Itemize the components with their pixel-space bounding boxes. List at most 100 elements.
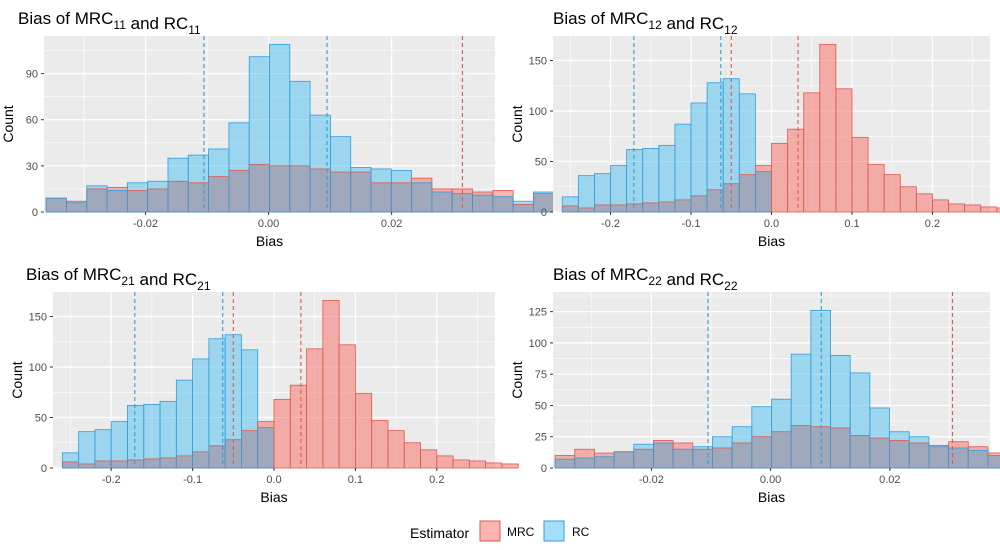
overlap-bar: [732, 442, 752, 468]
overlap-bar: [241, 430, 258, 468]
overlap-bar: [909, 442, 929, 468]
mrc-bar: [574, 449, 595, 458]
mrc-bar: [771, 143, 788, 212]
y-tick-label: 100: [529, 338, 547, 350]
x-tick-label: -0.02: [133, 218, 158, 230]
y-tick-label: 25: [535, 432, 547, 444]
overlap-bar: [452, 193, 473, 212]
mrc-bar: [996, 207, 1000, 212]
rc-bar: [692, 446, 713, 450]
overlap-bar: [249, 164, 270, 212]
legend: Estimator MRC RC: [410, 520, 590, 542]
overlap-bar: [658, 201, 675, 212]
mrc-bar: [107, 187, 128, 191]
rc-bar: [143, 404, 161, 459]
bars: [61, 299, 519, 469]
mrc-bar: [387, 430, 405, 468]
rc-bar: [610, 165, 627, 205]
rc-bar: [330, 136, 351, 173]
x-tick-label: -0.2: [102, 474, 121, 486]
rc-bar: [127, 405, 144, 460]
mrc-bar: [868, 164, 885, 212]
overlap-bar: [712, 447, 733, 468]
legend-label-rc: RC: [572, 525, 590, 539]
mrc-bar-outline: [501, 463, 519, 469]
overlap-bar: [928, 446, 949, 468]
panel-title: Bias of MRC12 and RC12: [553, 9, 738, 37]
rc-bar: [633, 444, 654, 450]
overlap-bar: [673, 449, 693, 468]
panel-3: -0.2 -0.1 0.0 0.1 0.2 0 50 100 150 Bias Count Bias …: [9, 265, 519, 505]
overlap-bar: [642, 202, 659, 212]
x-tick-label: 0.00: [760, 474, 781, 486]
y-axis-title: Count: [9, 361, 25, 398]
rc-bar: [208, 338, 226, 446]
y-tick-label: 150: [529, 56, 547, 68]
overlap-bar: [330, 172, 351, 212]
rc-bar: [751, 406, 772, 437]
rc-bar: [869, 407, 890, 438]
mrc-bar: [819, 44, 836, 212]
legend-label-mrc: MRC: [507, 525, 535, 539]
overlap-bar: [633, 449, 654, 468]
rc-bar: [350, 167, 372, 173]
mrc-bar-outline: [996, 207, 1000, 213]
overlap-bar: [371, 182, 392, 212]
rc-bar: [62, 452, 79, 462]
x-tick-label: 0.0: [266, 474, 281, 486]
mrc-bar: [501, 463, 519, 468]
panel-title: Bias of MRC22 and RC22: [553, 265, 738, 293]
rc-bar: [850, 372, 870, 436]
overlap-bar: [192, 451, 209, 468]
overlap-bar: [513, 204, 534, 212]
mrc-bar: [257, 421, 274, 428]
rc-bar: [127, 182, 148, 191]
x-axis-title: Bias: [758, 489, 785, 505]
overlap-bar: [869, 437, 890, 468]
mrc-bar: [916, 193, 933, 212]
overlap-bar: [948, 447, 969, 468]
rc-bar: [533, 192, 554, 194]
overlap-bar: [555, 459, 575, 468]
rc-bar-outline: [738, 93, 756, 213]
rc-bar: [732, 426, 752, 443]
overlap-bar: [46, 198, 67, 212]
mrc-bar: [404, 442, 421, 468]
x-tick-label: 0.1: [844, 218, 859, 230]
overlap-bar: [771, 431, 792, 468]
y-tick-label: 90: [26, 69, 38, 81]
x-tick-label: 0.1: [348, 474, 363, 486]
rc-bar: [723, 78, 740, 184]
y-tick-label: 0: [32, 207, 38, 219]
x-tick-label: -0.2: [601, 218, 620, 230]
rc-bar: [674, 124, 692, 200]
rc-bar: [289, 81, 311, 166]
mrc-bar: [411, 178, 432, 183]
mrc-bar: [436, 455, 454, 468]
rc-bar: [642, 148, 659, 203]
overlap-bar: [614, 451, 634, 468]
rc-bar-outline: [241, 349, 259, 469]
mrc-bar: [485, 462, 502, 468]
overlap-bar: [562, 205, 579, 212]
mrc-bar: [469, 460, 486, 468]
mrc-bar: [987, 452, 1000, 456]
rc-bar: [391, 170, 412, 183]
x-tick-label: -0.1: [682, 218, 701, 230]
y-axis-title: Count: [509, 105, 525, 142]
y-tick-label: 50: [35, 413, 47, 425]
overlap-bar: [176, 455, 193, 468]
mrc-bar: [968, 446, 988, 451]
overlap-bar: [610, 204, 627, 212]
rc-bar: [791, 354, 811, 426]
mrc-bar: [803, 92, 820, 212]
rc-bar: [78, 431, 95, 464]
rc-bar: [147, 181, 168, 189]
overlap-bar: [167, 181, 189, 212]
overlap-bar: [310, 168, 331, 212]
overlap-bar: [350, 172, 372, 212]
rc-bar-outline: [987, 455, 1000, 469]
x-tick-label: -0.02: [639, 474, 664, 486]
overlap-bar: [830, 427, 851, 468]
legend-title: Estimator: [410, 525, 469, 541]
